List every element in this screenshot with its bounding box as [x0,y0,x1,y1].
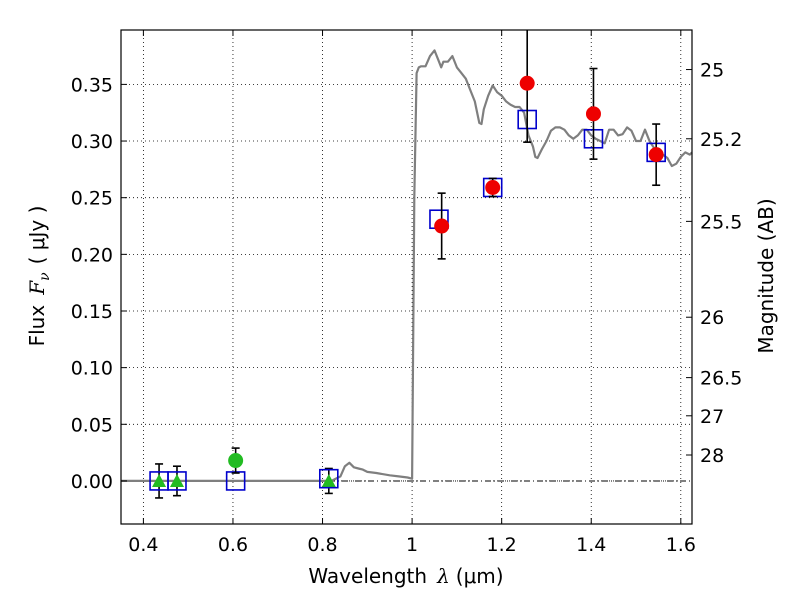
y-tick-label: 0.10 [71,358,113,380]
plot-frame [120,29,693,525]
magnitude-tick-label: 27 [700,406,724,428]
observed-flux-point [519,75,535,91]
model-photometry-marker [318,468,339,489]
x-tick-label: 1.4 [576,534,606,556]
x-axis-label-symbol: λ [436,564,450,588]
x-axis-label-text: Wavelength [308,564,427,588]
x-tick-label: 0.6 [218,534,248,556]
y-tick-label: 0.15 [71,301,113,323]
y-tick-label: 0.00 [71,471,113,493]
y-tick-label: 0.05 [71,414,113,436]
x-tick-label: 0.8 [307,534,337,556]
y-tick-label: 0.30 [71,131,113,153]
y-tick-label: 0.20 [71,244,113,266]
y-axis-label: Flux Fν ( μJy ) [25,206,53,347]
x-tick-label: 1.2 [487,534,517,556]
y-axis-label-text: Flux [25,305,49,347]
magnitude-tick-label: 28 [700,445,724,467]
y-tick-label: 0.25 [71,188,113,210]
y-axis-label-subscript: ν [37,272,53,281]
observed-flux-point [585,106,601,122]
spectrum-line [121,49,693,482]
observed-flux-point [228,453,244,469]
observed-flux-point [434,218,450,234]
magnitude-axis-label: Magnitude (AB) [754,198,778,353]
x-tick-label: 1.6 [666,534,696,556]
upper-limit-marker [169,473,184,487]
x-tick-label: 0.4 [128,534,158,556]
observed-flux-point [485,179,501,195]
x-axis-label-unit: (μm) [456,564,504,588]
magnitude-tick-label: 26.5 [700,368,742,390]
y-axis-label-symbol: F [25,280,49,296]
y-tick-label: 0.35 [71,74,113,96]
upper-limit-marker [321,473,336,487]
upper-limit-marker [152,473,167,487]
magnitude-tick-label: 25.5 [700,211,742,233]
x-tick-label: 1 [406,534,418,556]
magnitude-tick-label: 25.2 [700,129,742,151]
x-axis-label: Wavelength λ (μm) [308,564,503,588]
magnitude-tick-label: 26 [700,307,724,329]
y-axis-label-unit: ( μJy ) [25,206,49,265]
data-layer [121,30,693,499]
observed-flux-point [648,147,664,163]
magnitude-tick-label: 25 [700,60,724,82]
model-photometry-marker [167,471,187,491]
grid [121,30,692,524]
tick-layer: 0.4 0.6 0.8 1 1.2 1.4 1.6 0.00 0.05 0.10 0.15 0.20 0… [71,30,742,556]
